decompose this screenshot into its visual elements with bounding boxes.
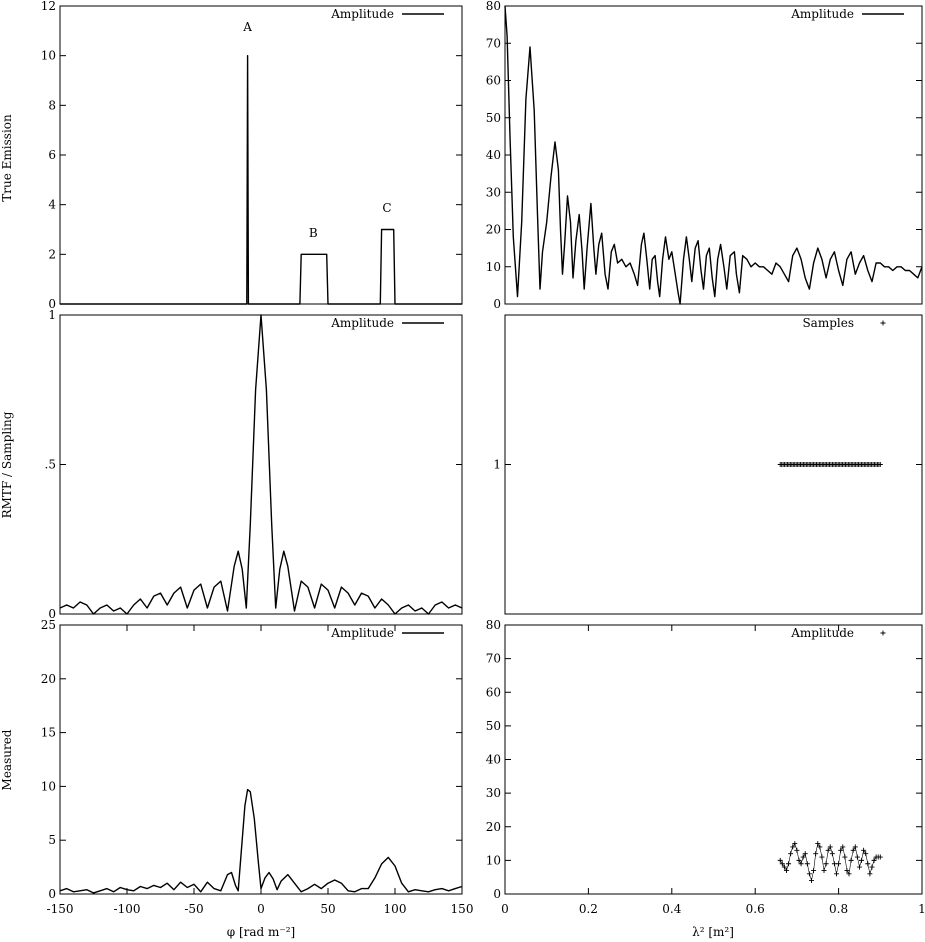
x-tick-label: 150 <box>451 902 474 916</box>
xlabel-lambda-squared: λ² [m²] <box>692 925 734 939</box>
y-tick-label: 25 <box>41 618 56 632</box>
y-tick-label: 6 <box>48 148 56 162</box>
y-tick-label: 0 <box>48 607 56 621</box>
annotation-b: B <box>309 226 318 240</box>
y-tick-label: 50 <box>486 719 501 733</box>
legend: Amplitude <box>790 626 886 640</box>
legend-label: Amplitude <box>330 626 394 640</box>
x-axis-titles: φ [rad m⁻²] λ² [m²] <box>227 925 734 939</box>
legend-label: Samples <box>802 316 854 330</box>
legend: Amplitude <box>330 316 444 330</box>
x-tick-label: 0.4 <box>662 902 681 916</box>
y-tick-label: 12 <box>41 0 56 13</box>
ylabel-rmtf-sampling: RMTF / Sampling <box>0 411 14 518</box>
x-tick-label: 1 <box>918 902 925 916</box>
series-line-amplitude <box>59 314 463 615</box>
y-tick-label: 1 <box>48 308 56 322</box>
legend-label: Amplitude <box>330 316 394 330</box>
ylabel-measured: Measured <box>0 729 14 790</box>
data-point <box>777 857 783 863</box>
y-tick-label: 10 <box>486 260 501 274</box>
series-line-amplitude <box>59 788 463 894</box>
y-tick-label: 80 <box>486 0 501 13</box>
x-tick-label: 100 <box>384 902 407 916</box>
data-point <box>877 462 883 467</box>
legend-label: Amplitude <box>330 7 394 21</box>
plot-frame <box>59 624 463 895</box>
y-tick-label: 30 <box>486 786 501 800</box>
plot-frame <box>504 5 923 305</box>
legend: Samples <box>802 316 886 330</box>
y-tick-label: 15 <box>41 726 56 740</box>
y-tick-label: 8 <box>48 98 56 112</box>
y-tick-label: 0 <box>48 887 56 901</box>
y-tick-label: 30 <box>486 185 501 199</box>
y-tick-label: 10 <box>486 853 501 867</box>
y-tick-label: 0 <box>493 887 501 901</box>
series-points <box>777 462 883 467</box>
y-tick-label: 80 <box>486 618 501 632</box>
x-tick-label: -150 <box>47 902 74 916</box>
y-tick-label: 10 <box>41 49 56 63</box>
y-tick-label: 0 <box>493 297 501 311</box>
y-tick-label: 5 <box>48 833 56 847</box>
panel-rmtf: 0 .5 1 Amplitude <box>45 308 463 621</box>
y-tick-label: 2 <box>48 247 56 261</box>
series-line-amplitude <box>60 55 462 305</box>
series-line-amplitude <box>504 5 923 305</box>
y-tick-label: .5 <box>45 458 56 472</box>
x-tick-label: -50 <box>184 902 203 916</box>
y-tick-label: 60 <box>486 685 501 699</box>
y-tick-label: 4 <box>48 198 56 212</box>
panel-measured-samples: 0 10 20 30 40 50 60 70 80 0 0.2 0.4 0.6 0.8 1 Amplitude <box>486 618 925 916</box>
legend: Amplitude <box>330 7 444 21</box>
y-tick-label: 10 <box>41 779 56 793</box>
legend-point-sample <box>880 320 886 326</box>
annotation-a: A <box>242 20 252 34</box>
x-tick-label: 0.6 <box>746 902 765 916</box>
x-tick-label: 0 <box>501 902 509 916</box>
plot-panels: 024681012ABCAmplitude01020304050607080Am… <box>41 0 925 916</box>
y-tick-label: 20 <box>486 223 501 237</box>
legend: Amplitude <box>790 7 904 21</box>
panel-measured: 0 5 10 15 20 25 -150 -100 -50 0 50 100 150 Amplitude <box>41 618 474 916</box>
ylabel-true-emission: True Emission <box>0 114 14 202</box>
panel-sampling: 1 Samples <box>493 314 923 615</box>
y-tick-label: 50 <box>486 111 501 125</box>
x-tick-label: 0.2 <box>579 902 598 916</box>
x-tick-label: 0 <box>257 902 265 916</box>
x-tick-label: 50 <box>320 902 335 916</box>
y-tick-label: 70 <box>486 652 501 666</box>
y-axis-titles: True Emission RMTF / Sampling Measured <box>0 114 14 790</box>
xlabel-faraday-depth: φ [rad m⁻²] <box>227 925 296 939</box>
annotation-c: C <box>382 201 391 215</box>
legend-label: Amplitude <box>790 7 854 21</box>
y-tick-label: 1 <box>493 458 501 472</box>
plot-frame <box>59 314 463 615</box>
plot-frame <box>504 624 923 895</box>
y-tick-label: 60 <box>486 74 501 88</box>
series-connector <box>779 842 881 882</box>
y-tick-label: 40 <box>486 148 501 162</box>
legend-label: Amplitude <box>790 626 854 640</box>
plot-frame <box>59 5 463 305</box>
y-tick-label: 40 <box>486 753 501 767</box>
x-tick-label: -100 <box>114 902 141 916</box>
y-tick-label: 20 <box>486 820 501 834</box>
panel-true-emission: 0 2 4 6 8 10 12 A B C Amplitude <box>41 0 463 311</box>
y-tick-label: 20 <box>41 672 56 686</box>
y-tick-label: 0 <box>48 297 56 311</box>
y-tick-label: 70 <box>486 36 501 50</box>
legend-point-sample <box>880 630 886 636</box>
legend: Amplitude <box>330 626 444 640</box>
panel-amplitude-spectrum: 0 10 20 30 40 50 60 70 80 Amplitude <box>486 0 923 311</box>
x-tick-label: 0.8 <box>829 902 848 916</box>
